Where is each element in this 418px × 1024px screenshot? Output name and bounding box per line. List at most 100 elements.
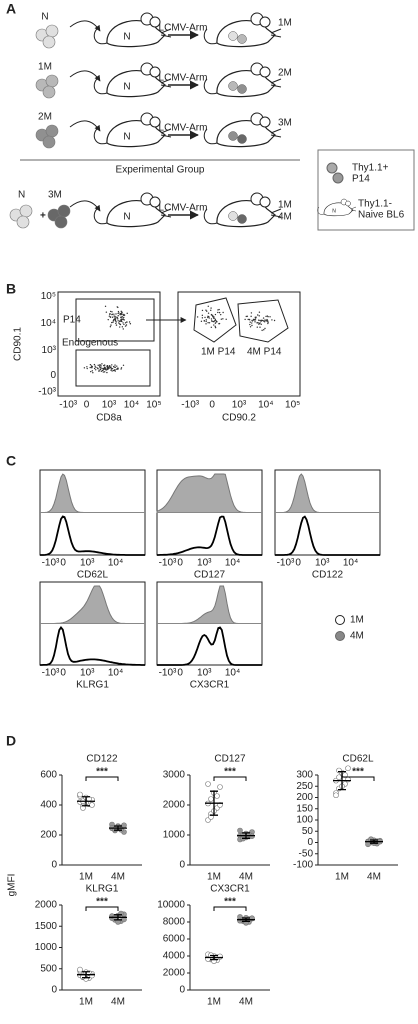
- flow-event: [116, 368, 118, 370]
- plus-sign: +: [40, 211, 46, 222]
- flow-event: [105, 368, 107, 371]
- mean-sd-bar: [77, 971, 95, 979]
- flow-event: [117, 315, 119, 317]
- mouse-whisker: [160, 28, 172, 38]
- flow-event: [116, 316, 118, 318]
- flow-event: [208, 322, 211, 324]
- flow-event: [103, 368, 106, 370]
- flow-event: [93, 363, 96, 366]
- x-tick-label: 10⁴: [225, 558, 240, 569]
- flow-event: [265, 315, 267, 318]
- donor-label: N: [18, 190, 25, 201]
- flow-event: [205, 319, 207, 321]
- flow-event: [106, 371, 108, 374]
- mouse-whisker: [270, 78, 282, 88]
- significance-label: ***: [224, 767, 236, 778]
- flow-event: [119, 313, 121, 316]
- flow-event: [213, 324, 215, 326]
- flow-event: [196, 316, 199, 318]
- flow-event: [129, 323, 132, 325]
- data-point: [365, 841, 371, 848]
- flow-event: [118, 312, 120, 314]
- mean-sd-bar: [109, 914, 127, 921]
- gate: [193, 297, 237, 343]
- y-tick-label: 8000: [163, 917, 186, 928]
- mouse-body: [106, 120, 166, 148]
- y-tick-label: 500: [40, 963, 57, 974]
- y-tick-label: 3000: [163, 770, 186, 781]
- output-label: 2M: [278, 68, 292, 79]
- mouse-tail: [203, 128, 218, 145]
- flow-event: [267, 321, 269, 324]
- flow-event: [249, 321, 251, 323]
- flow-event: [116, 306, 118, 308]
- significance-label: ***: [224, 897, 236, 908]
- mouse-icon: [203, 112, 282, 148]
- x-tick-label: 10⁴: [343, 558, 358, 569]
- legend-text: Thy1.1-: [358, 199, 392, 210]
- legend-text: P14: [352, 174, 370, 185]
- flow-event: [210, 313, 213, 316]
- x-tick-label: 10⁴: [225, 668, 240, 679]
- flow-event: [94, 369, 97, 371]
- flow-event: [102, 369, 104, 371]
- flow-event: [261, 319, 264, 322]
- transfer-arrow: [69, 200, 101, 212]
- flow-event: [112, 365, 115, 368]
- flow-event: [109, 313, 111, 316]
- flow-event: [110, 366, 112, 368]
- flow-event: [261, 329, 263, 332]
- flow-event: [113, 315, 115, 317]
- flow-event: [217, 309, 219, 311]
- histogram-1m: [157, 626, 262, 666]
- flow-event: [115, 318, 117, 320]
- flow-event: [214, 325, 216, 328]
- flow-event: [258, 315, 260, 317]
- y-tick-label: 0: [179, 860, 185, 871]
- chart-title: CD122: [86, 754, 118, 765]
- flow-event: [98, 366, 101, 368]
- flow-event: [112, 321, 114, 323]
- flow-event: [117, 310, 120, 313]
- flow-event: [249, 326, 252, 328]
- x-tick-label: 10³: [80, 558, 95, 569]
- mouse-body: [106, 70, 166, 98]
- mouse-tail: [93, 128, 108, 145]
- y-tick-label: 2000: [163, 968, 186, 979]
- flow-event: [108, 315, 111, 317]
- flow-event: [114, 370, 116, 372]
- x-tick-label: -10³: [42, 558, 60, 569]
- mouse-icon: N: [93, 192, 172, 228]
- mouse-ear: [345, 200, 351, 207]
- mouse-ear: [259, 196, 271, 208]
- flow-event: [251, 319, 253, 322]
- flow-event: [122, 322, 124, 324]
- flow-event: [217, 311, 219, 314]
- gate-label: 1M P14: [201, 347, 236, 358]
- flow-event: [257, 314, 259, 316]
- flow-event: [109, 316, 112, 318]
- mouse-ear: [259, 66, 271, 78]
- x-tick-label: 1M: [335, 872, 349, 883]
- data-point: [89, 972, 95, 979]
- flow-event: [200, 320, 203, 323]
- x-tick-label: 4M: [111, 872, 125, 883]
- mouse-ear: [259, 16, 271, 28]
- significance-bracket: [341, 776, 375, 781]
- flow-event: [121, 326, 124, 328]
- x-tick-label: -10³: [159, 668, 177, 679]
- mouse-icon: N: [93, 112, 172, 148]
- mouse-whisker: [160, 78, 172, 88]
- x-tick-label: 4M: [239, 872, 253, 883]
- flow-event: [252, 318, 255, 321]
- x-tick-label: 10³: [197, 668, 212, 679]
- x-tick-label: -10³: [277, 558, 295, 569]
- mouse-icon: [203, 192, 282, 228]
- flow-event: [99, 367, 102, 369]
- mouse-ear: [149, 196, 161, 208]
- flow-event: [208, 315, 210, 318]
- flow-event: [117, 367, 119, 369]
- y-tick-label: 600: [40, 770, 57, 781]
- flow-event: [218, 322, 221, 325]
- flow-event: [251, 324, 253, 327]
